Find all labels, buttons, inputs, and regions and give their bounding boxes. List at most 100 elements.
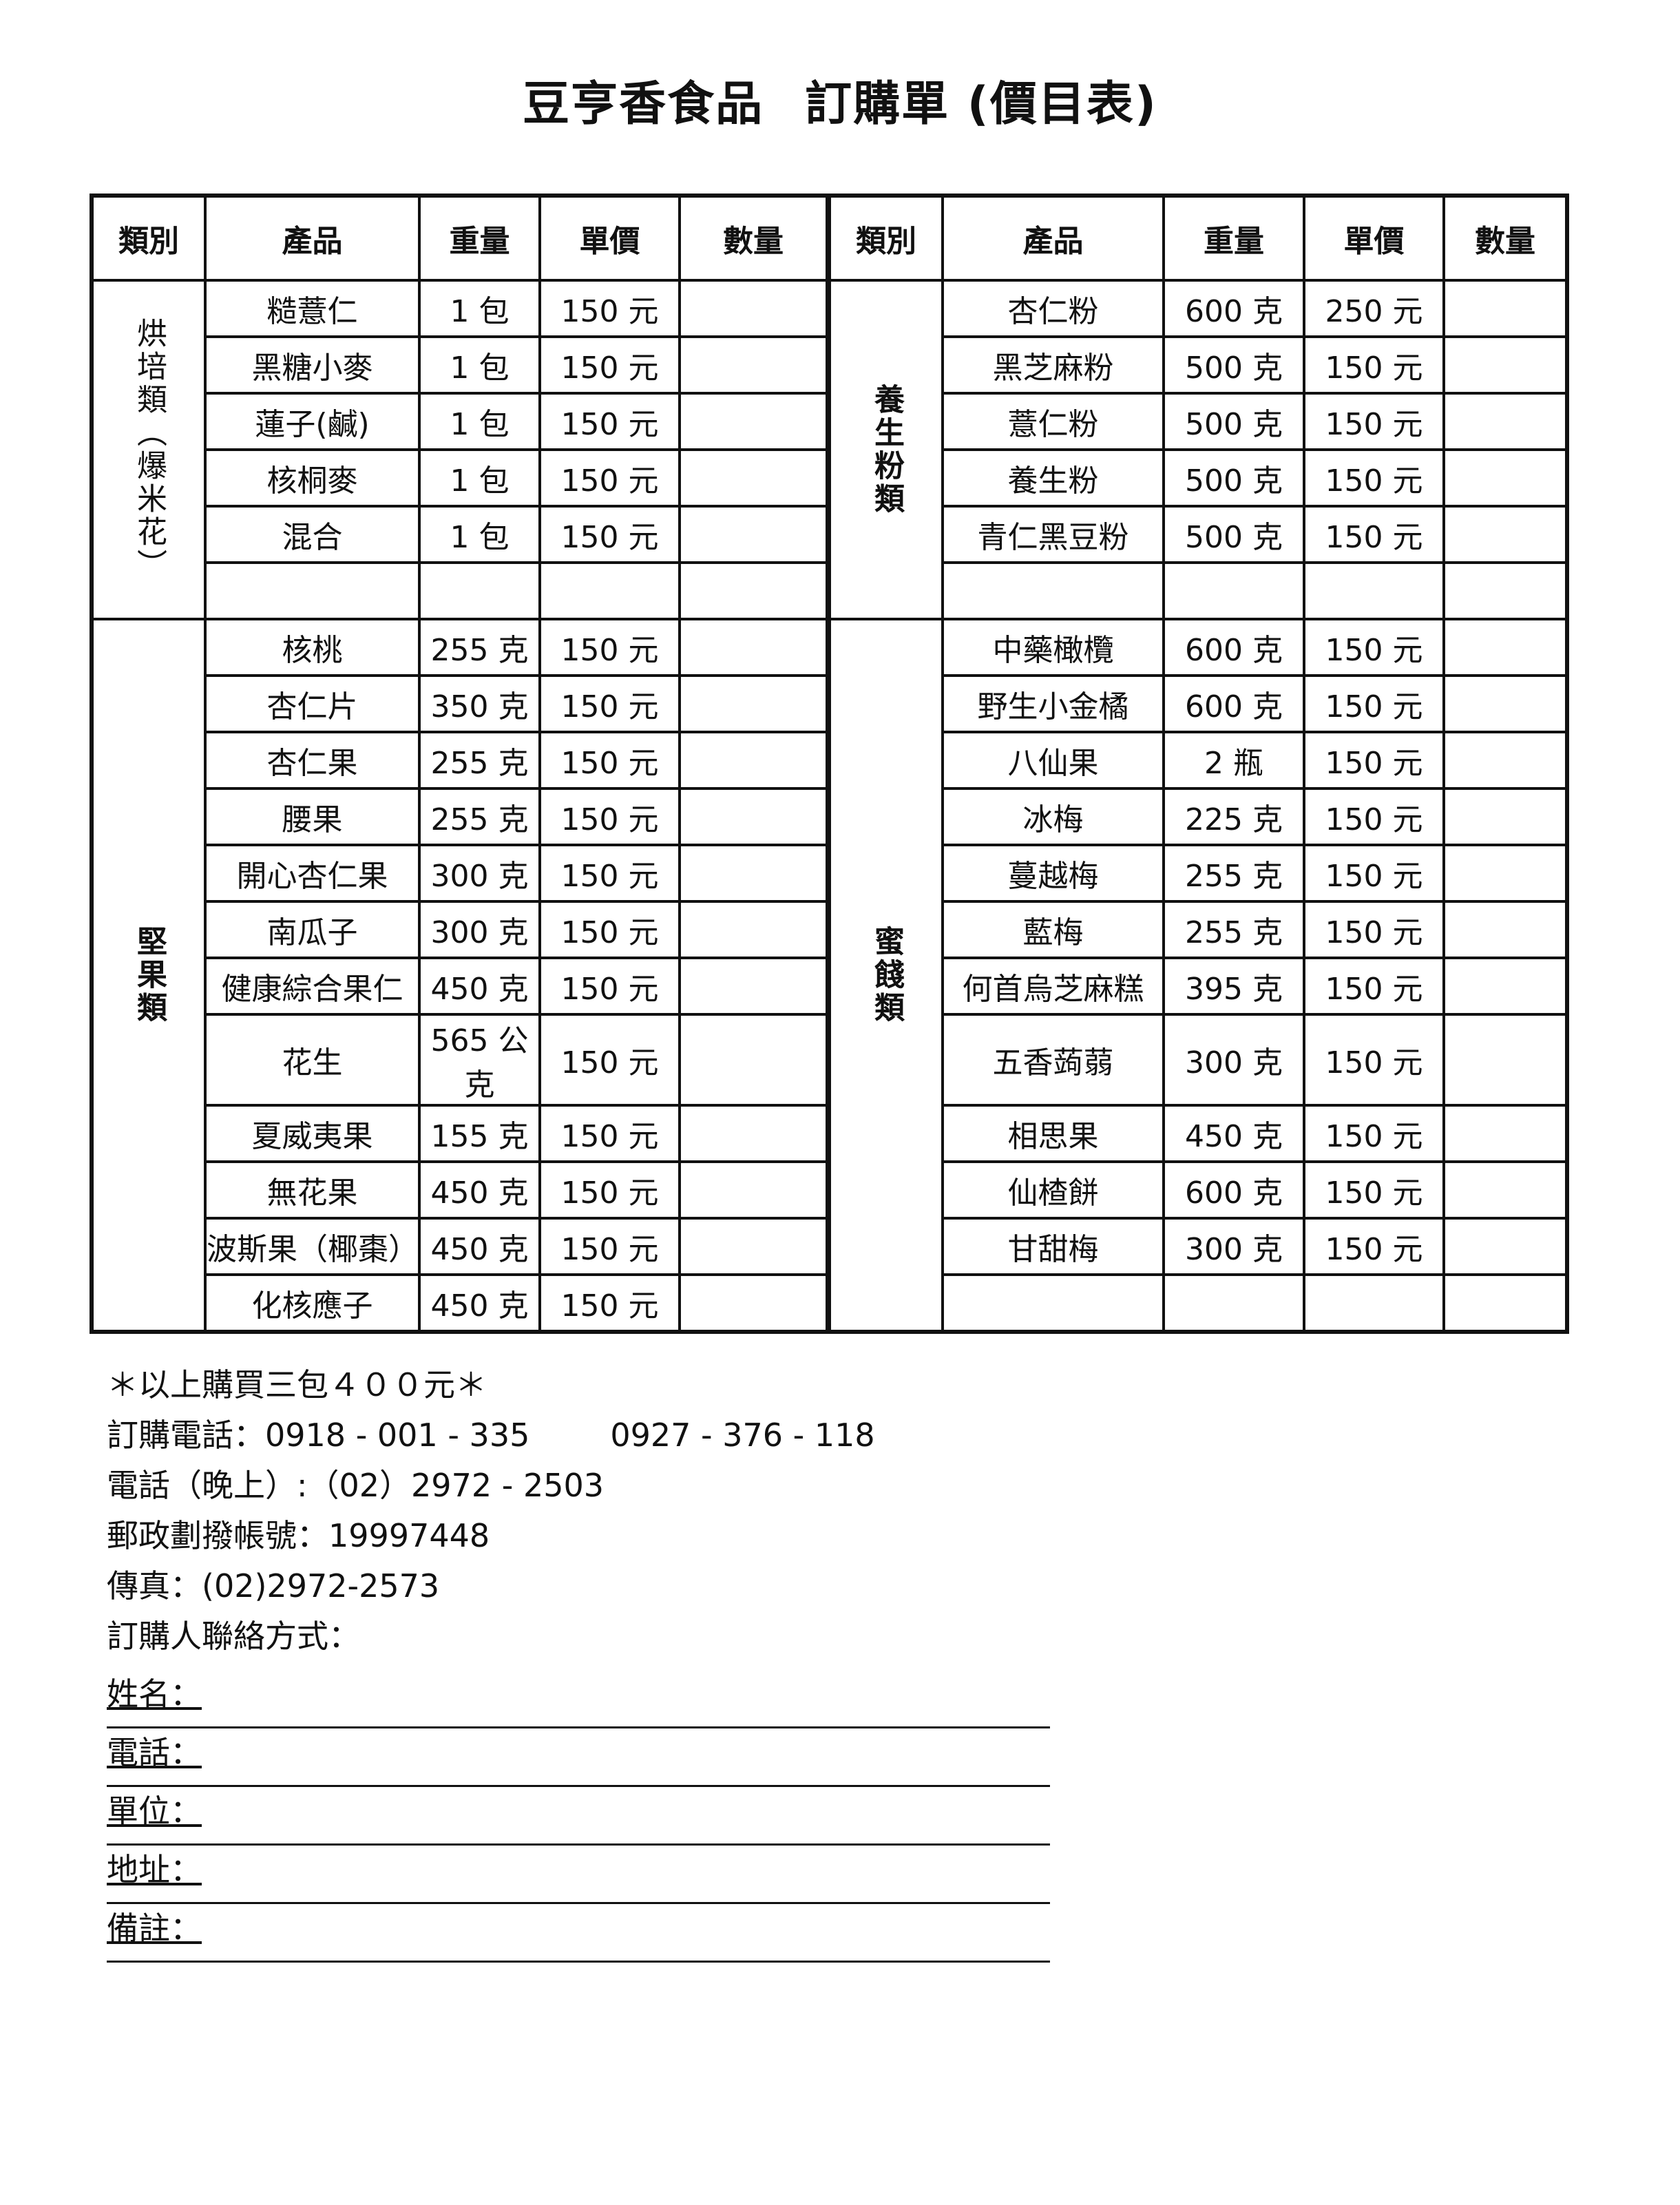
product-name: 黑糖小麥 <box>204 335 421 395</box>
quantity-input[interactable] <box>678 1273 831 1333</box>
quantity-input[interactable] <box>1442 392 1568 451</box>
product-weight: 300 克 <box>418 900 541 959</box>
header-weight: 重量 <box>1162 194 1305 282</box>
quantity-input[interactable] <box>678 844 831 903</box>
quantity-input[interactable] <box>1442 900 1568 959</box>
product-name: 杏仁果 <box>204 731 421 790</box>
quantity-input[interactable] <box>1442 448 1568 508</box>
quantity-input[interactable] <box>1442 787 1568 846</box>
product-weight: 300 克 <box>1162 1217 1305 1276</box>
product-weight <box>1162 561 1305 620</box>
page-title: 豆亨香食品 訂購單 (價目表) <box>0 65 1680 134</box>
quantity-input[interactable] <box>1442 1013 1568 1107</box>
quantity-input[interactable] <box>678 618 831 677</box>
product-price: 150 元 <box>1303 448 1445 508</box>
quantity-input[interactable] <box>1442 844 1568 903</box>
product-weight: 395 克 <box>1162 957 1305 1016</box>
quantity-input[interactable] <box>1442 1104 1568 1163</box>
product-price: 150 元 <box>538 505 681 564</box>
product-name: 無花果 <box>204 1160 421 1220</box>
category-cell: 烘培類（爆米花） <box>90 279 207 620</box>
product-weight: 2 瓶 <box>1162 731 1305 790</box>
product-weight: 1 包 <box>418 505 541 564</box>
product-name: 中藥橄欖 <box>941 618 1165 677</box>
product-name: 腰果 <box>204 787 421 846</box>
product-price: 150 元 <box>1303 1217 1445 1276</box>
quantity-input[interactable] <box>1442 618 1568 677</box>
quantity-input[interactable] <box>1442 731 1568 790</box>
note-field[interactable]: 備註： <box>107 1904 1050 1963</box>
product-weight: 500 克 <box>1162 505 1305 564</box>
product-name: 核桃 <box>204 618 421 677</box>
product-name: 冰梅 <box>941 787 1165 846</box>
phone-field[interactable]: 電話： <box>107 1728 1050 1787</box>
product-price: 150 元 <box>538 731 681 790</box>
quantity-input[interactable] <box>678 279 831 338</box>
product-weight <box>1162 1273 1305 1333</box>
product-weight: 500 克 <box>1162 335 1305 395</box>
product-name: 開心杏仁果 <box>204 844 421 903</box>
name-field[interactable]: 姓名： <box>107 1670 1050 1728</box>
quantity-input[interactable] <box>1442 279 1568 338</box>
header-price: 單價 <box>1303 194 1445 282</box>
contact-form: 姓名： 電話： 單位： 地址： 備註： <box>107 1670 1050 1963</box>
product-weight: 600 克 <box>1162 279 1305 338</box>
product-weight: 255 克 <box>1162 900 1305 959</box>
product-name <box>941 561 1165 620</box>
product-name: 蓮子(鹹) <box>204 392 421 451</box>
table-row: 化核應子 450 克 150 元 <box>92 1273 1568 1333</box>
quantity-input[interactable] <box>678 392 831 451</box>
product-weight: 450 克 <box>1162 1104 1305 1163</box>
product-weight: 565 公克 <box>418 1013 541 1107</box>
quantity-input[interactable] <box>1442 561 1568 620</box>
quantity-input[interactable] <box>678 448 831 508</box>
quantity-input[interactable] <box>678 1160 831 1220</box>
product-weight <box>418 561 541 620</box>
quantity-input[interactable] <box>678 505 831 564</box>
table-row: 黑糖小麥 1 包 150 元黑芝麻粉 500 克 150 元 <box>92 335 1568 395</box>
quantity-input[interactable] <box>1442 1217 1568 1276</box>
product-name: 南瓜子 <box>204 900 421 959</box>
quantity-input[interactable] <box>1442 335 1568 395</box>
product-name: 杏仁片 <box>204 674 421 733</box>
quantity-input[interactable] <box>678 900 831 959</box>
product-price <box>1303 1273 1445 1333</box>
address-field[interactable]: 地址： <box>107 1846 1050 1904</box>
table-row: 蓮子(鹹) 1 包 150 元薏仁粉 500 克 150 元 <box>92 392 1568 451</box>
quantity-input[interactable] <box>678 731 831 790</box>
product-weight: 225 克 <box>1162 787 1305 846</box>
quantity-input[interactable] <box>678 674 831 733</box>
product-price: 150 元 <box>1303 674 1445 733</box>
quantity-input[interactable] <box>1442 957 1568 1016</box>
product-weight: 255 克 <box>418 618 541 677</box>
quantity-input[interactable] <box>678 957 831 1016</box>
unit-field[interactable]: 單位： <box>107 1787 1050 1846</box>
product-weight: 1 包 <box>418 279 541 338</box>
product-weight: 450 克 <box>418 1217 541 1276</box>
product-price: 150 元 <box>538 448 681 508</box>
quantity-input[interactable] <box>678 787 831 846</box>
quantity-input[interactable] <box>678 1217 831 1276</box>
product-weight: 600 克 <box>1162 674 1305 733</box>
product-name: 五香蒟蒻 <box>941 1013 1165 1107</box>
product-name: 相思果 <box>941 1104 1165 1163</box>
quantity-input[interactable] <box>1442 1273 1568 1333</box>
product-price: 150 元 <box>538 618 681 677</box>
header-weight: 重量 <box>418 194 541 282</box>
header-quantity: 數量 <box>678 194 831 282</box>
category-cell: 堅果類 <box>90 618 207 1333</box>
quantity-input[interactable] <box>1442 1160 1568 1220</box>
quantity-input[interactable] <box>678 1104 831 1163</box>
product-name: 花生 <box>204 1013 421 1107</box>
quantity-input[interactable] <box>678 335 831 395</box>
table-row: 花生 565 公克 150 元五香蒟蒻 300 克 150 元 <box>92 1013 1568 1107</box>
product-name: 野生小金橘 <box>941 674 1165 733</box>
product-name: 薏仁粉 <box>941 392 1165 451</box>
table-row: 杏仁果 255 克 150 元八仙果 2 瓶 150 元 <box>92 731 1568 790</box>
quantity-input[interactable] <box>1442 674 1568 733</box>
product-name: 仙楂餅 <box>941 1160 1165 1220</box>
quantity-input[interactable] <box>678 561 831 620</box>
quantity-input[interactable] <box>1442 505 1568 564</box>
quantity-input[interactable] <box>678 1013 831 1107</box>
product-price: 150 元 <box>1303 731 1445 790</box>
